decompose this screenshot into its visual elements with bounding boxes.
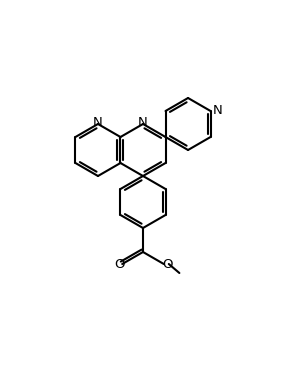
Text: N: N: [138, 117, 148, 130]
Text: O: O: [114, 258, 124, 272]
Text: O: O: [162, 258, 173, 272]
Text: N: N: [212, 105, 222, 117]
Text: N: N: [93, 117, 103, 130]
